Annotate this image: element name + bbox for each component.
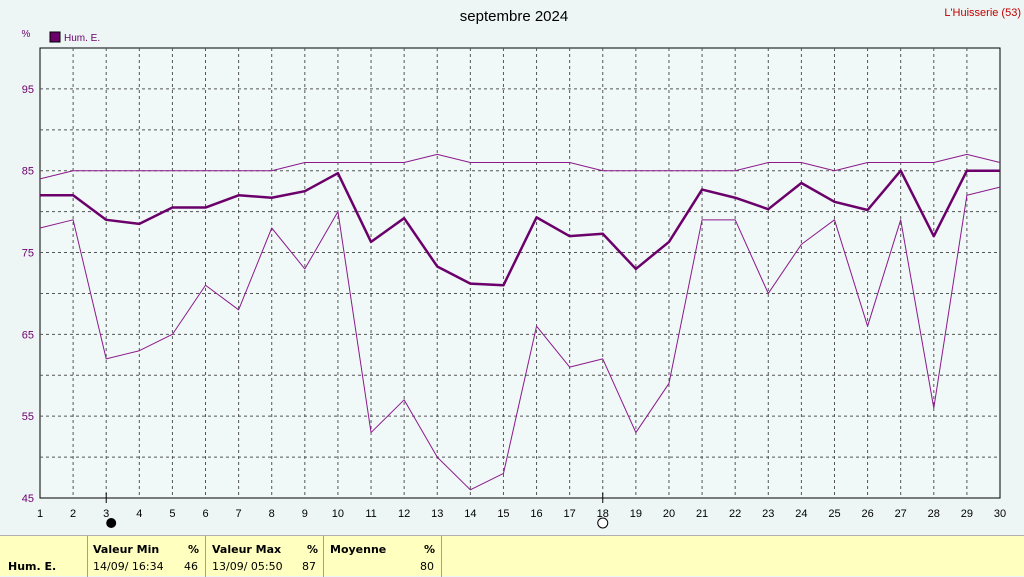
y-tick-label: 85 [22, 166, 34, 178]
x-tick-label: 29 [961, 508, 973, 520]
y-axis-label: % [22, 29, 31, 40]
legend-label: Hum. E. [64, 33, 100, 44]
min-header: Valeur Min [93, 543, 160, 556]
x-tick-label: 27 [895, 508, 907, 520]
series-line-mean [40, 169, 1000, 287]
x-tick-label: 10 [332, 508, 344, 520]
x-tick-label: 14 [464, 508, 476, 520]
legend-swatch [49, 31, 61, 43]
y-tick-label: 55 [22, 411, 34, 423]
summary-row-label: Hum. E. [8, 560, 57, 573]
min-date: 14/09/ 16:34 [93, 560, 164, 573]
chart: septembre 2024 L'Huisserie (53) % Hum. E… [22, 7, 1021, 529]
x-tick-label: 8 [269, 508, 275, 520]
summary-avg-cell: Moyenne % 80 [324, 536, 442, 577]
x-tick-label: 22 [729, 508, 741, 520]
x-tick-label: 2 [70, 508, 76, 520]
x-tick-label: 7 [236, 508, 242, 520]
x-tick-label: 30 [994, 508, 1006, 520]
avg-value: 80 [420, 560, 434, 573]
x-tick-label: 3 [103, 508, 109, 520]
x-tick-label: 23 [762, 508, 774, 520]
max-date: 13/09/ 05:50 [212, 560, 283, 573]
y-tick-label: 65 [22, 329, 34, 341]
x-tick-label: 13 [431, 508, 443, 520]
x-tick-label: 19 [630, 508, 642, 520]
x-tick-label: 20 [663, 508, 675, 520]
avg-unit: % [424, 543, 436, 556]
x-tick-label: 9 [302, 508, 308, 520]
max-unit: % [307, 543, 319, 556]
station-label: L'Huisserie (53) [944, 7, 1021, 19]
summary-table: Hum. E. Valeur Min % 14/09/ 16:34 46 Val… [0, 535, 1024, 577]
plot-area [39, 47, 1001, 499]
summary-min-cell: Valeur Min % 14/09/ 16:34 46 [88, 536, 206, 577]
x-tick-label: 16 [530, 508, 542, 520]
y-tick-label: 95 [22, 84, 34, 96]
x-tick-label: 12 [398, 508, 410, 520]
y-tick-label: 75 [22, 248, 34, 260]
x-tick-label: 21 [696, 508, 708, 520]
x-tick-label: 1 [37, 508, 43, 520]
avg-header: Moyenne [330, 543, 387, 556]
y-tick-label: 45 [22, 493, 34, 505]
x-tick-label: 11 [365, 508, 376, 520]
x-tick-label: 26 [861, 508, 873, 520]
x-tick-label: 18 [597, 508, 609, 520]
x-tick-label: 4 [136, 508, 142, 520]
summary-row-label-cell: Hum. E. [0, 536, 88, 577]
x-tick-label: 5 [169, 508, 175, 520]
x-tick-label: 15 [497, 508, 509, 520]
series-line-max [39, 153, 1001, 180]
chart-title: septembre 2024 [460, 8, 568, 25]
new-moon-icon [106, 518, 117, 528]
x-tick-label: 17 [564, 508, 576, 520]
x-tick-label: 6 [202, 508, 208, 520]
min-unit: % [188, 543, 200, 556]
series-line-min [39, 186, 1001, 491]
x-tick-label: 24 [795, 508, 807, 520]
max-header: Valeur Max [212, 543, 282, 556]
summary-max-cell: Valeur Max % 13/09/ 05:50 87 [206, 536, 324, 577]
x-tick-label: 28 [928, 508, 940, 520]
x-tick-label: 25 [828, 508, 840, 520]
max-value: 87 [302, 560, 316, 573]
min-value: 46 [184, 560, 198, 573]
full-moon-icon [597, 517, 609, 529]
